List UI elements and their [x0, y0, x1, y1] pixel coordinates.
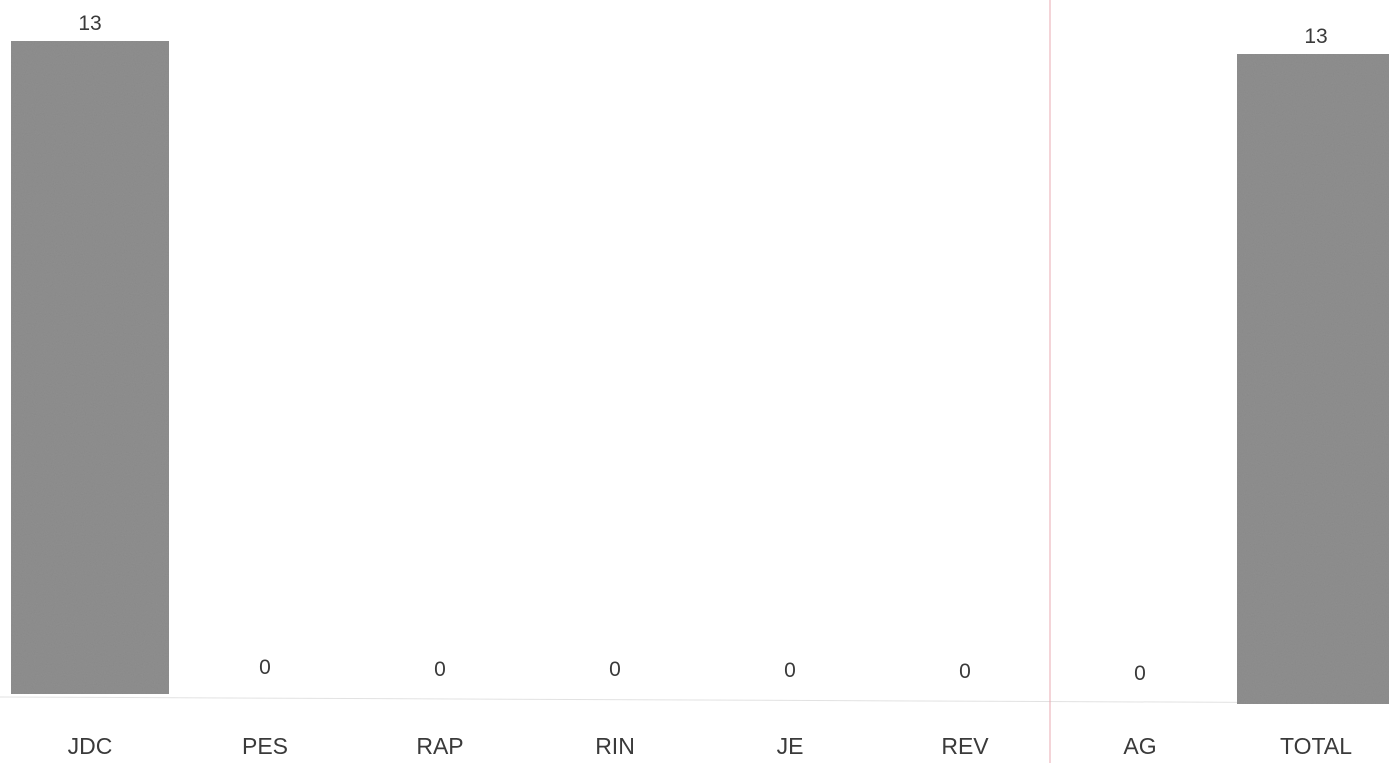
data-label-je: 0 [784, 659, 796, 682]
x-tick-label-rap: RAP [416, 733, 463, 759]
x-tick-label-jdc: JDC [68, 733, 113, 759]
x-tick-label-total: TOTAL [1280, 733, 1352, 759]
x-tick-label-rin: RIN [595, 733, 635, 759]
x-tick-label-je: JE [777, 733, 804, 759]
x-tick-label-rev: REV [941, 733, 989, 759]
bar-jdc [11, 41, 169, 694]
data-label-rev: 0 [959, 660, 971, 683]
data-label-rin: 0 [609, 658, 621, 681]
bar-total [1237, 54, 1389, 704]
data-label-pes: 0 [259, 656, 271, 679]
data-label-ag: 0 [1134, 662, 1146, 685]
x-tick-label-ag: AG [1123, 733, 1156, 759]
data-label-total: 13 [1304, 25, 1327, 48]
data-label-rap: 0 [434, 658, 446, 681]
x-tick-label-pes: PES [242, 733, 288, 759]
data-label-jdc: 13 [78, 12, 101, 35]
x-axis-line [0, 696, 1389, 704]
